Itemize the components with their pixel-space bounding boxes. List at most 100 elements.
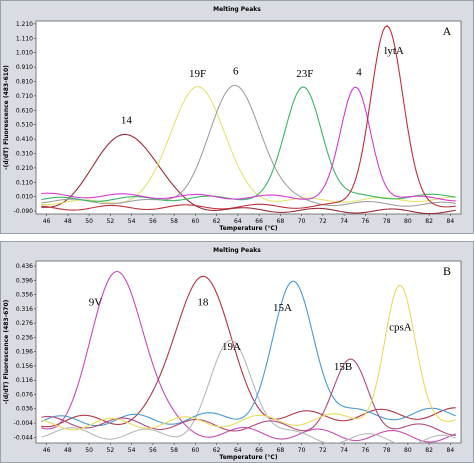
y-tick-label: 0.010	[16, 194, 33, 201]
x-tick-label: 66	[255, 447, 263, 454]
x-tick-label: 46	[43, 447, 51, 454]
x-tick-label: 68	[277, 218, 285, 225]
x-tick-label: 56	[149, 218, 157, 225]
x-tick-label: 46	[43, 218, 51, 225]
x-tick-label: 66	[255, 218, 263, 225]
series-line-lyta	[41, 25, 456, 211]
x-tick-label: 84	[447, 447, 455, 454]
x-tick-label: 64	[234, 218, 242, 225]
x-tick-label: 52	[107, 218, 115, 225]
x-tick-label: 54	[128, 447, 136, 454]
series-line-6	[41, 84, 456, 207]
series-line-15b	[41, 358, 456, 436]
y-axis-label: -(d/dT) Fluorescence (483-610)	[3, 65, 10, 170]
y-tick-label: 0.610	[16, 107, 33, 114]
x-tick-label: 80	[404, 218, 412, 225]
series-line-cpsa	[41, 284, 456, 431]
x-tick-label: 64	[234, 447, 242, 454]
x-tick-label: 50	[85, 447, 93, 454]
x-tick-label: 52	[107, 447, 115, 454]
x-tick-label: 76	[362, 218, 370, 225]
y-tick-label: -0.004	[14, 420, 34, 427]
series-label-23f: 23F	[296, 68, 313, 80]
series-label-19f: 19F	[189, 68, 206, 80]
y-tick-label: 0.116	[16, 377, 33, 384]
y-tick-label: 1.010	[16, 50, 33, 57]
x-tick-label: 82	[425, 447, 433, 454]
y-tick-label: 0.076	[16, 391, 33, 398]
x-tick-label: 80	[404, 447, 412, 454]
y-tick-label: -0.044	[14, 434, 34, 441]
x-tick-label: 60	[192, 218, 200, 225]
x-tick-label: 58	[170, 447, 178, 454]
series-label-15b: 15B	[334, 361, 352, 373]
y-tick-label: 0.156	[16, 363, 33, 370]
y-tick-label: 0.436	[16, 263, 33, 270]
x-tick-label: 72	[319, 218, 327, 225]
x-tick-label: 48	[64, 447, 72, 454]
y-tick-label: 0.356	[16, 292, 33, 299]
y-tick-label: 0.276	[16, 320, 33, 327]
y-tick-label: -0.090	[14, 208, 34, 215]
y-tick-label: 0.210	[16, 165, 33, 172]
x-tick-label: 62	[213, 447, 221, 454]
x-tick-label: 82	[425, 218, 433, 225]
series-label-18: 18	[197, 297, 209, 309]
series-label-6: 6	[233, 65, 239, 77]
series-label-15a: 15A	[273, 302, 292, 314]
panel-a: Melting Peaks 1.210 1.110 1.010 0.910 0.810 0.…	[0, 0, 474, 234]
y-tick-label: 0.110	[16, 179, 33, 186]
series-line-19a	[41, 339, 456, 443]
x-tick-label: 62	[213, 218, 221, 225]
y-axis-label: -(d/dT) Fluorescence (483-670)	[3, 299, 10, 404]
y-tick-label: 0.236	[16, 334, 33, 341]
y-tick-label: 0.310	[16, 151, 33, 158]
x-tick-label: 70	[298, 218, 306, 225]
series-line-4	[41, 86, 456, 202]
series-group	[41, 271, 456, 443]
series-group	[41, 25, 456, 214]
x-tick-label: 84	[447, 218, 455, 225]
y-tick-label: 0.510	[16, 122, 33, 129]
y-tick-label: 0.036	[16, 406, 33, 413]
y-tick-label: 0.316	[16, 306, 33, 313]
chart-b: Melting Peaks 0.436 0.396 0.356 0.316 0.276 0.…	[3, 247, 462, 461]
series-line-15a	[41, 280, 456, 427]
series-line-14	[41, 133, 456, 214]
series-label-19a: 19A	[222, 341, 241, 353]
y-tick-label: 0.410	[16, 136, 33, 143]
y-tick-label: 1.210	[16, 21, 33, 28]
chart-a: Melting Peaks 1.210 1.110 1.010 0.910 0.810 0.…	[3, 6, 462, 232]
chart-title: Melting Peaks	[213, 6, 261, 13]
x-tick-label: 68	[277, 447, 285, 454]
x-tick-label: 58	[170, 218, 178, 225]
x-tick-label: 78	[383, 447, 391, 454]
x-tick-label: 74	[340, 218, 348, 225]
y-tick-label: 0.910	[16, 64, 33, 71]
x-tick-label: 74	[340, 447, 348, 454]
x-tick-label: 70	[298, 447, 306, 454]
panel-b: Melting Peaks 0.436 0.396 0.356 0.316 0.276 0.…	[0, 241, 474, 463]
panel-letter: B	[443, 264, 451, 278]
series-line-19f	[41, 86, 456, 206]
series-label-14: 14	[121, 114, 133, 126]
series-label-lyta: lytA	[384, 45, 404, 57]
x-tick-label: 72	[319, 447, 327, 454]
x-axis-label: Temperature (°C)	[219, 454, 277, 461]
y-tick-label: 1.110	[16, 35, 33, 42]
x-tick-label: 76	[362, 447, 370, 454]
y-tick-label: 0.810	[16, 78, 33, 85]
x-tick-label: 48	[64, 218, 72, 225]
y-tick-label: 0.196	[16, 349, 33, 356]
x-tick-label: 56	[149, 447, 157, 454]
series-line-23f	[41, 86, 456, 202]
x-tick-label: 50	[85, 218, 93, 225]
panel-letter: A	[443, 24, 452, 38]
x-tick-label: 60	[192, 447, 200, 454]
series-line-18	[41, 275, 456, 428]
series-label-cpsa: cpsA	[389, 322, 412, 334]
series-label-4: 4	[356, 67, 362, 79]
plot-area	[35, 20, 462, 215]
x-axis-label: Temperature (°C)	[219, 225, 277, 232]
